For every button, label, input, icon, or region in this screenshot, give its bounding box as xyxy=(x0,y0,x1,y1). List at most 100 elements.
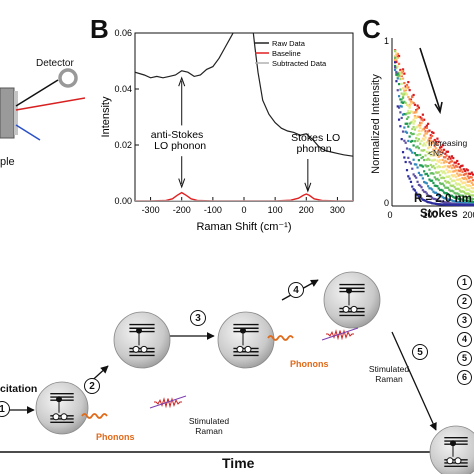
c-point xyxy=(442,176,446,180)
c-point xyxy=(437,203,440,206)
y-tick-label: 0.00 xyxy=(114,196,132,206)
c-point xyxy=(419,124,422,127)
c-point xyxy=(429,179,432,182)
c-point xyxy=(421,155,424,159)
c-point xyxy=(468,193,471,196)
c-point xyxy=(468,177,471,180)
c-point xyxy=(464,203,467,207)
c-point xyxy=(442,197,446,200)
c-point xyxy=(400,105,403,108)
quantum-dot-sphere xyxy=(429,425,474,474)
c-point xyxy=(470,186,473,190)
c-point xyxy=(425,126,428,129)
c-point xyxy=(408,135,411,138)
c-point xyxy=(472,190,474,193)
c-point xyxy=(417,106,420,109)
c-point xyxy=(442,161,446,164)
c-point xyxy=(433,202,436,205)
quantum-dot-sphere xyxy=(323,271,381,329)
c-point xyxy=(427,194,430,197)
c-point xyxy=(434,198,438,201)
c-point xyxy=(461,170,464,173)
c-point xyxy=(446,171,450,174)
c-point xyxy=(431,165,434,169)
c-point xyxy=(429,145,432,148)
time-label: Time xyxy=(222,455,255,471)
c-point xyxy=(408,160,411,164)
c-point xyxy=(454,175,458,178)
c-point xyxy=(403,93,406,96)
c-point xyxy=(413,111,417,114)
c-point xyxy=(468,184,471,187)
c-point xyxy=(416,125,419,128)
c-point xyxy=(452,202,455,205)
c-point xyxy=(413,140,417,143)
raman-packet-axis xyxy=(149,395,187,409)
c-point xyxy=(449,202,452,205)
c-point xyxy=(420,118,423,121)
c-point xyxy=(436,192,439,196)
c-point xyxy=(458,194,461,197)
c-x-tick-label: 100 xyxy=(422,210,437,220)
c-point xyxy=(404,160,407,164)
legend-3: 3 xyxy=(457,313,472,328)
c-point xyxy=(456,178,459,181)
c-point xyxy=(462,190,465,193)
c-point xyxy=(403,139,406,142)
sample-holder xyxy=(0,87,15,139)
c-point xyxy=(458,201,461,204)
c-point xyxy=(423,180,426,184)
c-point xyxy=(419,184,422,187)
detector-label: Detector xyxy=(36,58,74,69)
c-point xyxy=(404,130,407,133)
c-point xyxy=(448,175,451,178)
hole xyxy=(342,305,350,313)
c-point xyxy=(444,156,447,159)
c-point xyxy=(423,170,426,173)
c-point xyxy=(396,72,399,75)
c-point xyxy=(421,165,424,168)
c-point xyxy=(454,169,458,172)
c-point xyxy=(424,164,427,167)
c-point xyxy=(449,184,452,187)
c-point xyxy=(444,201,447,204)
c-point xyxy=(407,139,410,143)
c-point xyxy=(453,166,456,169)
c-point xyxy=(441,165,444,169)
c-point xyxy=(409,100,413,103)
c-point xyxy=(444,172,447,175)
c-point xyxy=(400,73,403,76)
c-point xyxy=(397,74,401,77)
c-point xyxy=(445,201,448,204)
c-point xyxy=(466,175,469,178)
y-tick-label: 0.04 xyxy=(114,84,132,94)
c-point xyxy=(462,199,465,202)
c-point xyxy=(397,83,401,86)
c-point xyxy=(417,124,420,127)
c-point xyxy=(441,150,444,154)
c-point xyxy=(452,184,455,187)
stimulated-raman-1: Stimulated Raman xyxy=(188,416,230,436)
c-point xyxy=(432,154,435,157)
y-tick-label: 0.06 xyxy=(114,28,132,38)
c-point xyxy=(429,195,432,198)
c-point xyxy=(460,180,463,183)
c-point xyxy=(460,203,463,207)
c-point xyxy=(429,163,432,167)
c-point xyxy=(441,203,444,206)
c-point xyxy=(412,188,415,191)
c-point xyxy=(472,183,474,186)
c-point xyxy=(444,197,447,200)
electron xyxy=(240,327,246,334)
c-point xyxy=(408,111,411,115)
c-point xyxy=(428,187,431,190)
c-point xyxy=(415,126,418,129)
c-point xyxy=(441,182,444,185)
c-point xyxy=(461,182,464,185)
c-point xyxy=(469,197,472,200)
c-point xyxy=(433,149,436,152)
c-point xyxy=(401,93,405,97)
c-point xyxy=(465,172,468,175)
c-point xyxy=(464,201,467,205)
c-point xyxy=(416,166,419,169)
